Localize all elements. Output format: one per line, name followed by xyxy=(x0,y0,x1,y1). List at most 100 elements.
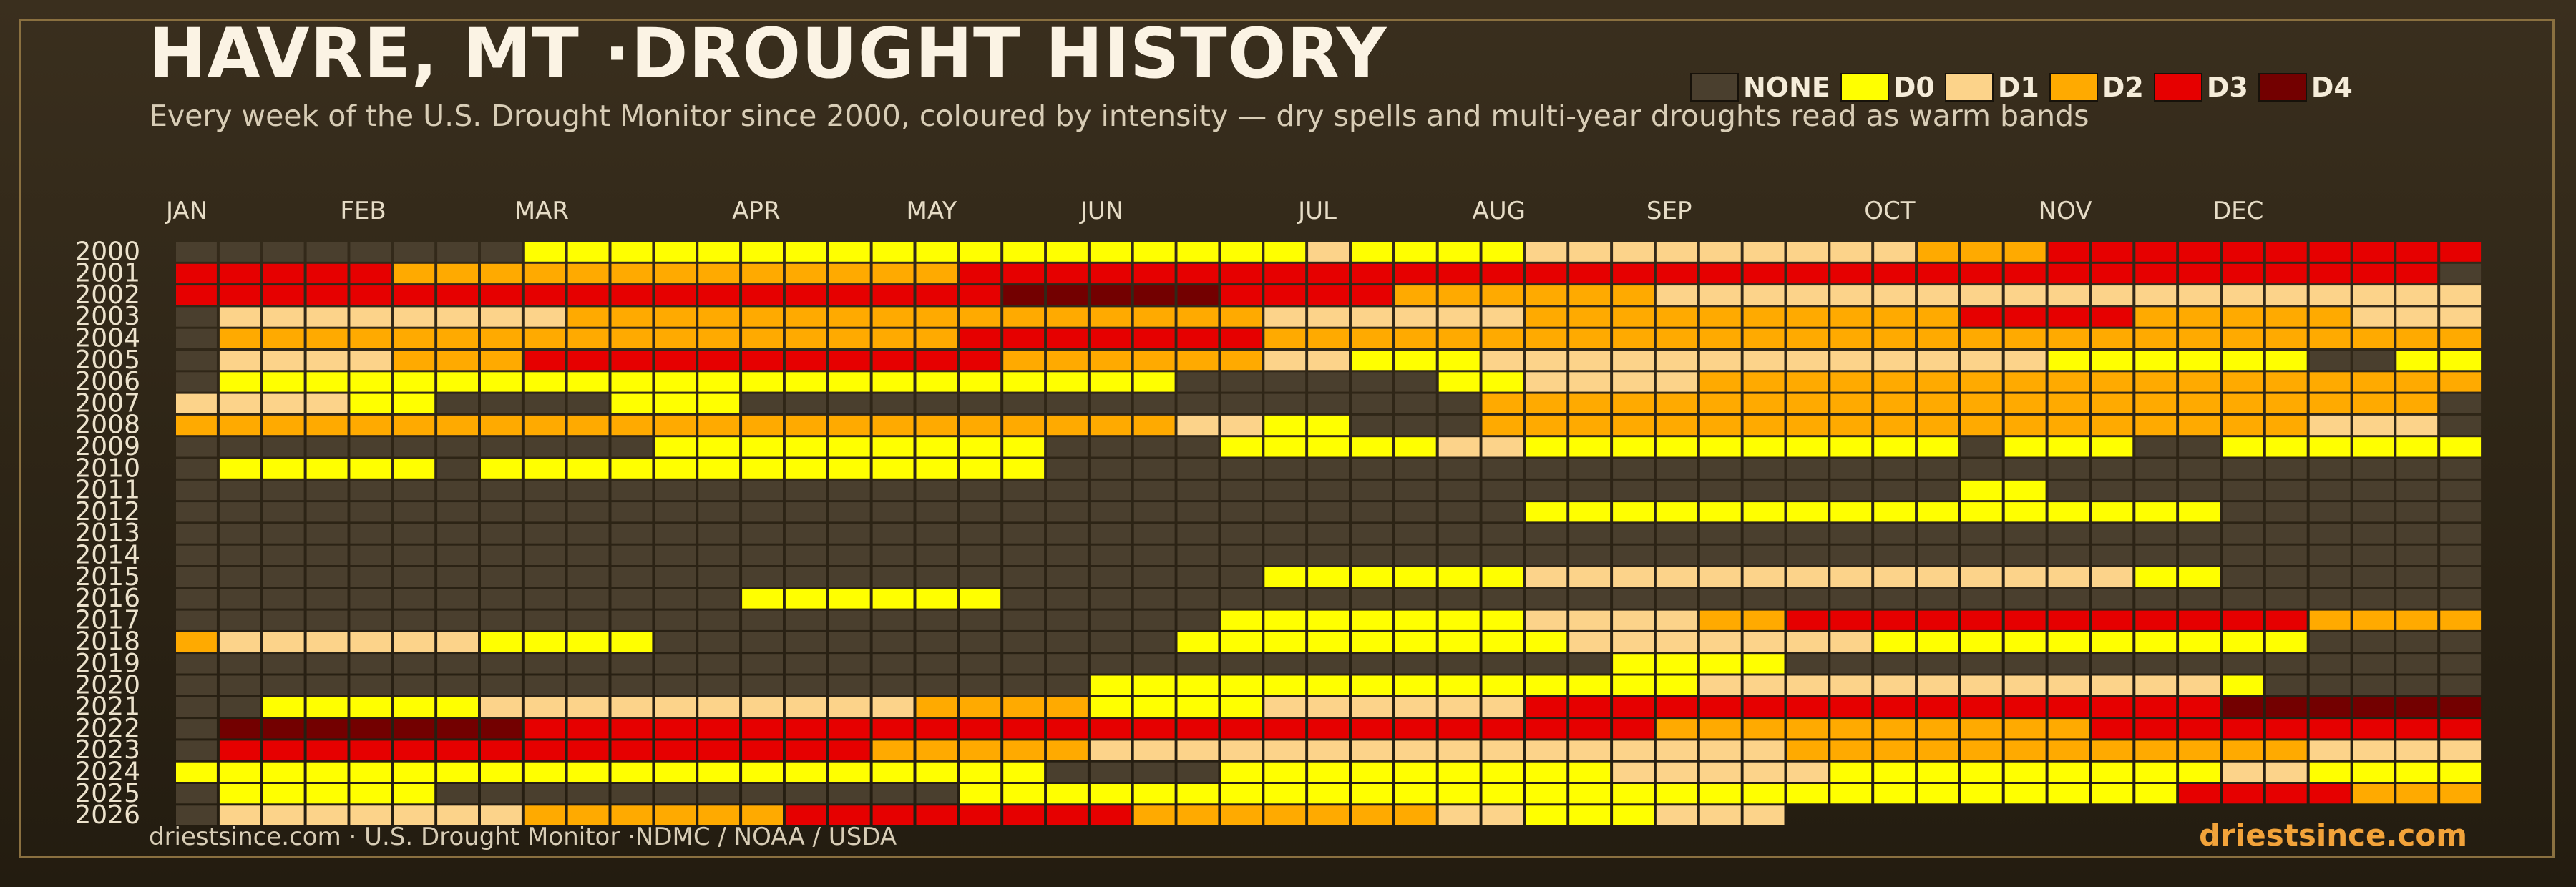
year-label-2015: 2015 xyxy=(74,562,140,592)
week-cell xyxy=(1613,502,1654,522)
week-cell xyxy=(1830,632,1872,652)
week-cell xyxy=(1221,589,1262,609)
week-cell xyxy=(263,697,304,717)
legend-label: D0 xyxy=(1893,72,1935,103)
week-cell xyxy=(960,415,1001,436)
week-cell xyxy=(2223,654,2263,674)
week-cell xyxy=(306,263,348,284)
week-cell xyxy=(2004,632,2046,652)
week-cell xyxy=(306,415,348,436)
week-cell xyxy=(1395,697,1436,717)
week-cell xyxy=(1264,740,1306,760)
week-cell xyxy=(1221,675,1262,695)
week-cell xyxy=(916,589,957,609)
week-cell xyxy=(2396,393,2438,413)
week-cell xyxy=(306,393,348,413)
week-cell xyxy=(698,307,740,327)
week-cell xyxy=(1047,328,1088,348)
week-cell xyxy=(1308,740,1349,760)
week-cell xyxy=(2135,372,2177,392)
week-cell xyxy=(2396,459,2438,479)
week-cell xyxy=(2353,524,2394,544)
week-cell xyxy=(2440,784,2482,804)
week-cell xyxy=(785,805,826,825)
week-cell xyxy=(1352,610,1392,630)
week-cell xyxy=(2396,351,2438,371)
week-cell xyxy=(1264,675,1306,695)
week-cell xyxy=(2396,263,2438,284)
brand-link[interactable]: driestsince.com xyxy=(2199,818,2467,853)
week-cell xyxy=(2092,697,2133,717)
week-cell xyxy=(2092,589,2133,609)
week-cell xyxy=(872,784,914,804)
week-cell xyxy=(1699,351,1741,371)
week-cell xyxy=(2353,285,2394,305)
week-cell xyxy=(176,545,217,565)
week-cell xyxy=(567,719,609,739)
week-cell xyxy=(2048,351,2089,371)
week-cell xyxy=(872,263,914,284)
week-cell xyxy=(2004,459,2046,479)
legend-label: D2 xyxy=(2102,72,2144,103)
week-cell xyxy=(872,697,914,717)
week-cell xyxy=(1961,654,2002,674)
week-cell xyxy=(1526,372,1567,392)
week-cell xyxy=(611,351,653,371)
week-cell xyxy=(1656,285,1697,305)
week-cell xyxy=(1743,285,1785,305)
week-cell xyxy=(1961,328,2002,348)
week-cell xyxy=(2309,351,2351,371)
week-cell xyxy=(1961,610,2002,630)
week-cell xyxy=(567,654,609,674)
week-cell xyxy=(437,437,478,457)
week-cell xyxy=(1961,437,2002,457)
week-cell xyxy=(2353,393,2394,413)
week-cell xyxy=(742,762,783,782)
week-cell xyxy=(1787,372,1828,392)
week-cell xyxy=(176,372,217,392)
week-cell xyxy=(1526,567,1567,587)
week-cell xyxy=(698,328,740,348)
week-cell xyxy=(1787,307,1828,327)
week-cell xyxy=(829,697,870,717)
week-cell xyxy=(1133,372,1175,392)
week-cell xyxy=(306,480,348,501)
week-cell xyxy=(2440,632,2482,652)
week-cell xyxy=(1526,480,1567,501)
week-cell xyxy=(524,351,565,371)
week-cell xyxy=(1003,351,1045,371)
week-cell xyxy=(1918,393,1958,413)
month-label-dec: DEC xyxy=(2212,197,2263,225)
week-cell xyxy=(2135,719,2177,739)
week-cell xyxy=(1743,437,1785,457)
week-cell xyxy=(1874,589,1916,609)
week-cell xyxy=(2440,697,2482,717)
week-cell xyxy=(1090,242,1131,262)
week-cell xyxy=(2396,589,2438,609)
legend-label: D4 xyxy=(2311,72,2353,103)
week-cell xyxy=(1787,675,1828,695)
week-cell xyxy=(960,654,1001,674)
week-cell xyxy=(1918,502,1958,522)
week-cell xyxy=(1569,502,1611,522)
week-cell xyxy=(1352,285,1392,305)
month-label-nov: NOV xyxy=(2039,197,2092,225)
week-cell xyxy=(1569,632,1611,652)
week-cell xyxy=(1918,285,1958,305)
week-cell xyxy=(2265,285,2307,305)
week-cell xyxy=(219,762,260,782)
week-cell xyxy=(263,372,304,392)
week-cell xyxy=(1743,762,1785,782)
week-cell xyxy=(1177,589,1219,609)
week-cell xyxy=(2092,480,2133,501)
week-cell xyxy=(176,740,217,760)
week-cell xyxy=(1526,328,1567,348)
week-cell xyxy=(1308,351,1349,371)
week-cell xyxy=(437,567,478,587)
week-cell xyxy=(1526,285,1567,305)
week-cell xyxy=(2309,697,2351,717)
week-cell xyxy=(1047,805,1088,825)
week-cell xyxy=(2223,393,2263,413)
week-cell xyxy=(698,545,740,565)
week-cell xyxy=(524,372,565,392)
